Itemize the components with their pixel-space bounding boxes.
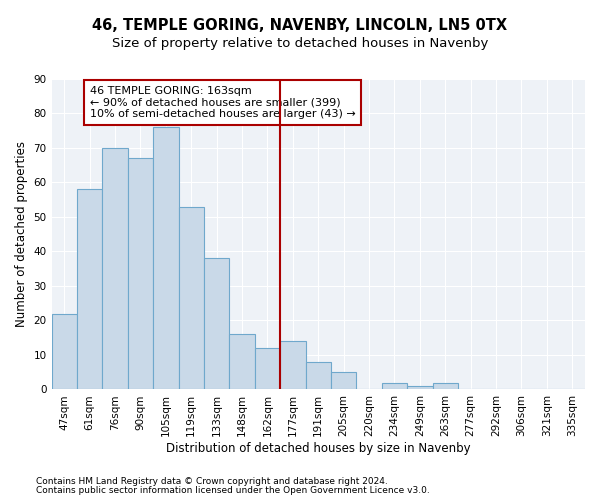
Bar — [52, 314, 77, 390]
Bar — [407, 386, 433, 390]
Text: Contains HM Land Registry data © Crown copyright and database right 2024.: Contains HM Land Registry data © Crown c… — [36, 477, 388, 486]
Bar — [77, 190, 103, 390]
Bar — [433, 382, 458, 390]
Bar — [204, 258, 229, 390]
Text: 46, TEMPLE GORING, NAVENBY, LINCOLN, LN5 0TX: 46, TEMPLE GORING, NAVENBY, LINCOLN, LN5… — [92, 18, 508, 32]
Text: Size of property relative to detached houses in Navenby: Size of property relative to detached ho… — [112, 38, 488, 51]
Bar — [128, 158, 153, 390]
Bar — [153, 128, 179, 390]
Bar — [179, 206, 204, 390]
X-axis label: Distribution of detached houses by size in Navenby: Distribution of detached houses by size … — [166, 442, 470, 455]
Bar — [382, 382, 407, 390]
Bar — [103, 148, 128, 390]
Y-axis label: Number of detached properties: Number of detached properties — [15, 141, 28, 327]
Bar — [331, 372, 356, 390]
Text: Contains public sector information licensed under the Open Government Licence v3: Contains public sector information licen… — [36, 486, 430, 495]
Bar — [255, 348, 280, 390]
Bar — [280, 341, 305, 390]
Text: 46 TEMPLE GORING: 163sqm
← 90% of detached houses are smaller (399)
10% of semi-: 46 TEMPLE GORING: 163sqm ← 90% of detach… — [89, 86, 355, 119]
Bar — [229, 334, 255, 390]
Bar — [305, 362, 331, 390]
